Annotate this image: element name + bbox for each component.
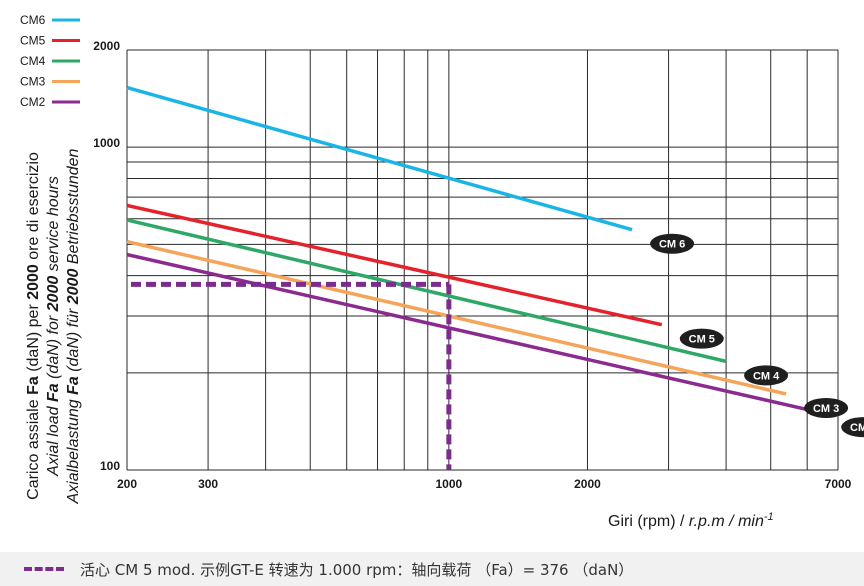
series-badge-cm5 bbox=[679, 328, 724, 349]
series-line-cm4 bbox=[126, 218, 727, 364]
y-tick-label: 100 bbox=[100, 459, 120, 473]
x-tick-label: 7000 bbox=[825, 477, 852, 491]
legend-label: CM2 bbox=[20, 95, 46, 109]
x-tick-label: 2000 bbox=[574, 477, 601, 491]
x-tick-label: 1000 bbox=[436, 477, 463, 491]
series-badge-label: CM 4 bbox=[753, 370, 780, 382]
series-line-cm6 bbox=[126, 85, 633, 232]
series-badge-label: CM 3 bbox=[813, 403, 839, 415]
series-badge-cm3 bbox=[804, 397, 849, 418]
y-axis-label-line: Axial load Fa (daN) for 2000 service hou… bbox=[45, 176, 62, 477]
caption-text: 活心 CM 5 mod. 示例GT-E 转速为 1.000 rpm：轴向载荷 （… bbox=[80, 560, 634, 579]
series-line-cm3 bbox=[126, 239, 787, 396]
y-axis-label-line: Axialbelastung Fa (daN) für 2000 Betrieb… bbox=[65, 148, 82, 504]
legend-label: CM3 bbox=[20, 75, 46, 89]
series-badge-label: CM 5 bbox=[689, 334, 715, 346]
y-axis-label-line: Carico assiale Fa (daN) per 2000 ore di … bbox=[25, 152, 42, 500]
series-badge-label: CM 2 bbox=[850, 422, 864, 434]
series-badge-cm6 bbox=[650, 233, 695, 254]
series-line-cm2 bbox=[126, 252, 824, 415]
y-tick-label: 2000 bbox=[93, 39, 120, 53]
chart: CM 6 CM 5 CM 4 CM 3 CM 2 200 300 1000 2000 7000 10… bbox=[20, 13, 864, 530]
x-tick-label: 300 bbox=[198, 477, 218, 491]
dashed-line-swatch bbox=[24, 567, 64, 571]
series-badge-label: CM 6 bbox=[659, 239, 685, 251]
legend-label: CM6 bbox=[20, 13, 46, 27]
legend-label: CM4 bbox=[20, 54, 46, 68]
x-tick-label: 200 bbox=[117, 477, 137, 491]
x-axis-label: Giri (rpm) / r.p.m / min-1 bbox=[608, 511, 774, 530]
series-badge-cm2 bbox=[841, 417, 864, 438]
legend-label: CM5 bbox=[20, 34, 46, 48]
series-badge-cm4 bbox=[744, 365, 789, 386]
series-line-cm5 bbox=[126, 203, 663, 327]
y-tick-label: 1000 bbox=[93, 136, 120, 150]
caption-bar: 活心 CM 5 mod. 示例GT-E 转速为 1.000 rpm：轴向载荷 （… bbox=[0, 552, 864, 586]
